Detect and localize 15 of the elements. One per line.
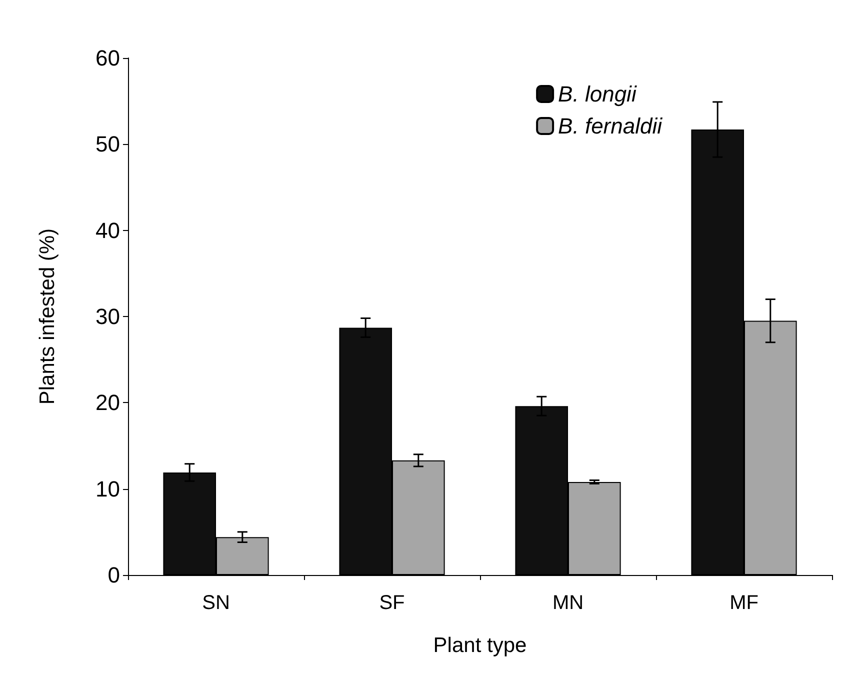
x-tick-label: SN (202, 592, 230, 614)
y-axis-title: Plants infested (%) (36, 228, 59, 405)
legend-label: B. fernaldii (558, 114, 664, 138)
x-tick-label: SF (379, 592, 405, 614)
x-tick-label: MF (730, 592, 758, 614)
y-tick-label: 30 (96, 304, 120, 329)
y-tick-label: 10 (96, 476, 120, 502)
y-tick-label: 50 (96, 132, 120, 157)
x-tick-label: MN (552, 592, 584, 614)
y-tick-label: 60 (96, 46, 120, 70)
y-tick-label: 20 (96, 390, 120, 416)
x-axis-title: Plant type (433, 634, 527, 657)
legend-label: B. longii (558, 82, 638, 106)
y-tick-label: 0 (108, 562, 120, 588)
y-tick-label: 40 (96, 218, 120, 243)
